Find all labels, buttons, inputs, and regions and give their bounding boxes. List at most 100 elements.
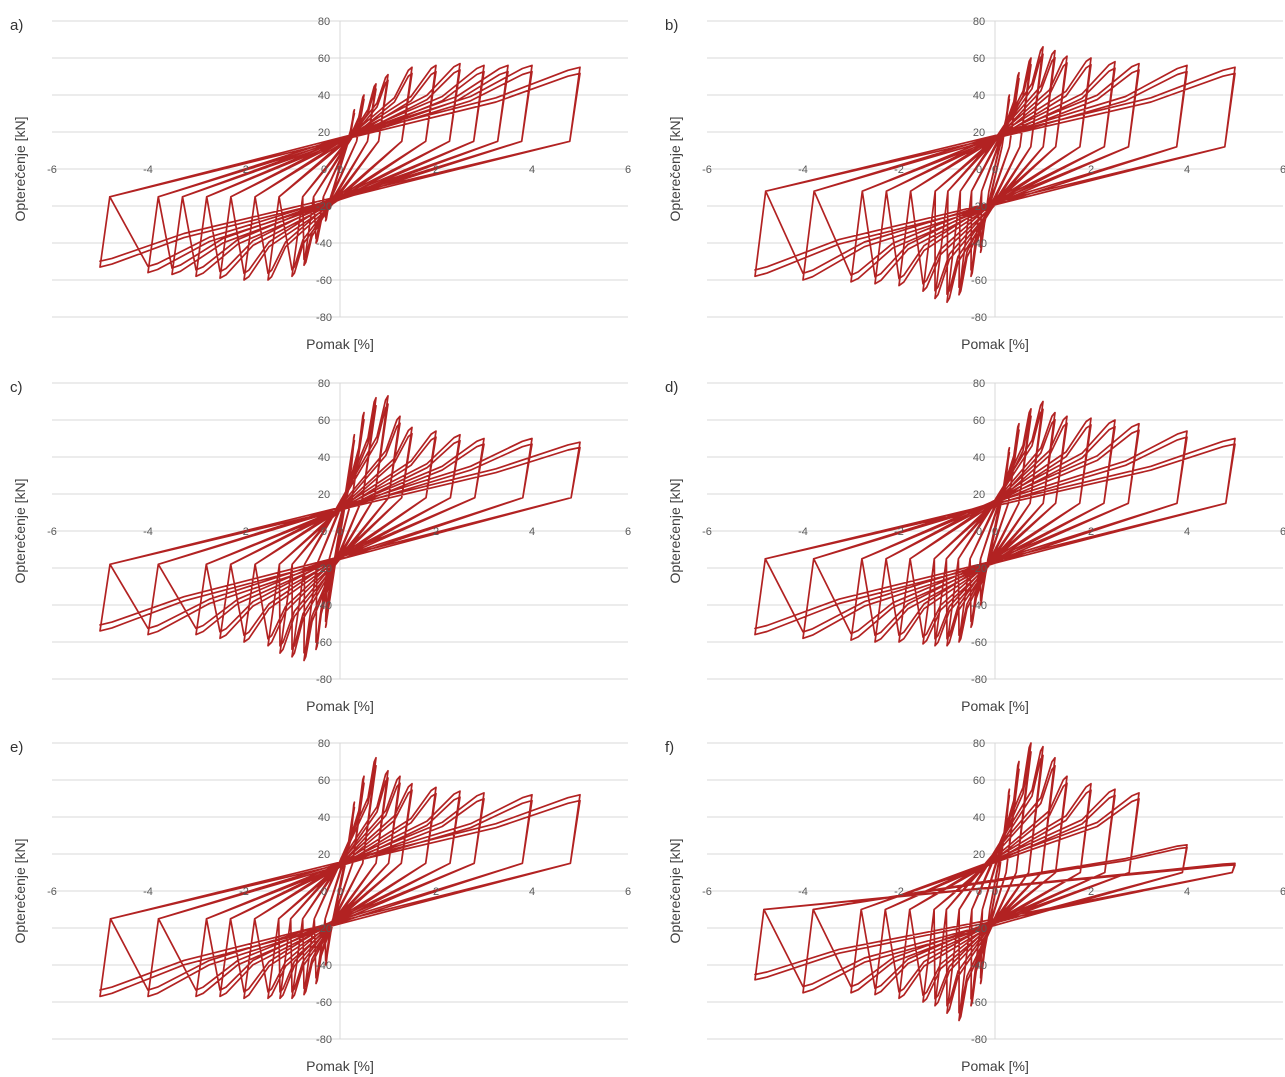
hysteresis-series (99, 756, 581, 1000)
panel-label: b) (665, 17, 678, 34)
y-tick-label: 80 (318, 738, 330, 750)
y-tick-label: 20 (318, 849, 330, 861)
y-tick-label: 40 (973, 452, 985, 464)
x-tick-label: 0 (992, 164, 998, 176)
y-tick-label: 20 (318, 489, 330, 501)
x-axis-title: Pomak [%] (306, 1058, 374, 1074)
x-tick-label: -6 (702, 526, 712, 538)
x-tick-label: -4 (143, 526, 153, 538)
y-tick-label: -60 (971, 275, 987, 287)
x-tick-label: -2 (239, 164, 249, 176)
x-tick-label: 0 (337, 526, 343, 538)
panel-label: c) (10, 379, 23, 396)
y-tick-label: -20 (971, 923, 987, 935)
x-tick-label: 0 (337, 886, 343, 898)
y-tick-label: -60 (971, 637, 987, 649)
x-tick-label: 2 (1088, 526, 1094, 538)
y-tick-label: 60 (318, 415, 330, 427)
x-tick-label: -2 (894, 164, 904, 176)
x-axis-title: Pomak [%] (961, 1058, 1029, 1074)
x-tick-label: 2 (1088, 164, 1094, 176)
y-tick-label: -60 (971, 997, 987, 1009)
y-tick-label: 80 (973, 16, 985, 28)
y-axis-title: Opterečenje [kN] (667, 116, 683, 221)
y-axis-title: Opterečenje [kN] (667, 838, 683, 943)
y-tick-label: 40 (973, 812, 985, 824)
y-tick-label: 60 (318, 775, 330, 787)
x-axis-title: Pomak [%] (961, 698, 1029, 714)
hysteresis-series (754, 400, 1236, 647)
x-tick-label: 4 (529, 886, 535, 898)
x-tick-label: -4 (798, 526, 808, 538)
x-tick-label: -2 (894, 886, 904, 898)
y-tick-label: 40 (318, 812, 330, 824)
y-tick-label: -80 (316, 312, 332, 324)
x-tick-label: -4 (798, 886, 808, 898)
y-tick-label: 80 (973, 738, 985, 750)
x-tick-label: 4 (1184, 164, 1190, 176)
y-tick-label: 40 (973, 90, 985, 102)
y-tick-label: -80 (316, 1034, 332, 1046)
y-tick-label: -20 (316, 201, 332, 213)
y-tick-label: 80 (973, 378, 985, 390)
y-tick-label: -20 (316, 923, 332, 935)
y-axis-title: Opterečenje [kN] (12, 838, 28, 943)
y-tick-label: 80 (318, 378, 330, 390)
hysteresis-series (754, 46, 1236, 304)
y-tick-label: -60 (316, 997, 332, 1009)
y-tick-label: -80 (316, 674, 332, 686)
y-axis-title: Opterečenje [kN] (667, 478, 683, 583)
hysteresis-series (99, 395, 581, 662)
x-tick-label: 4 (529, 164, 535, 176)
y-tick-label: 40 (318, 452, 330, 464)
chart-panel: c) -6 -4 -2 0 2 4 6 -80 -60 -40 -20 0 20 40 60 80 Pomak [… (0, 362, 640, 717)
x-tick-label: 0 (992, 526, 998, 538)
y-tick-label: -80 (971, 1034, 987, 1046)
x-tick-label: -6 (47, 526, 57, 538)
x-tick-label: 2 (433, 526, 439, 538)
x-tick-label: -6 (702, 886, 712, 898)
y-tick-label: 20 (318, 127, 330, 139)
chart-panel: d) -6 -4 -2 0 2 4 6 -80 -60 -40 -20 0 20 40 60 80 Pomak [… (655, 362, 1285, 717)
x-tick-label: 2 (1088, 886, 1094, 898)
y-tick-label: 20 (973, 489, 985, 501)
y-tick-label: -20 (971, 201, 987, 213)
y-tick-label: 60 (973, 775, 985, 787)
y-tick-label: -40 (316, 600, 332, 612)
y-tick-label: -40 (971, 238, 987, 250)
x-tick-label: 6 (1280, 526, 1285, 538)
y-tick-label: 0 (976, 886, 982, 898)
y-tick-label: 60 (973, 415, 985, 427)
y-tick-label: 0 (976, 164, 982, 176)
x-tick-label: 6 (1280, 164, 1285, 176)
x-tick-label: -2 (894, 526, 904, 538)
x-tick-label: 6 (1280, 886, 1285, 898)
panel-label: a) (10, 17, 23, 34)
x-tick-label: -2 (239, 886, 249, 898)
y-tick-label: -20 (316, 563, 332, 575)
panel-label: d) (665, 379, 678, 396)
x-tick-label: -4 (798, 164, 808, 176)
y-tick-label: 40 (318, 90, 330, 102)
y-tick-label: 20 (973, 849, 985, 861)
chart-panel: b) -6 -4 -2 0 2 4 6 -80 -60 -40 -20 0 20 40 60 80 Pomak [… (655, 0, 1285, 355)
x-tick-label: 4 (1184, 526, 1190, 538)
y-tick-label: -40 (316, 960, 332, 972)
x-tick-label: -6 (47, 886, 57, 898)
y-tick-label: 0 (321, 886, 327, 898)
x-tick-label: -4 (143, 164, 153, 176)
x-tick-label: 2 (433, 164, 439, 176)
chart-panel: e) -6 -4 -2 0 2 4 6 -80 -60 -40 -20 0 20 40 60 80 Pomak [… (0, 722, 640, 1077)
chart-panel: f) -6 -4 -2 0 2 4 6 -80 -60 -40 -20 0 20 40 60 80 Pomak [… (655, 722, 1285, 1077)
hysteresis-series (99, 62, 581, 281)
y-tick-label: -60 (316, 637, 332, 649)
x-tick-label: -2 (239, 526, 249, 538)
x-axis-title: Pomak [%] (306, 336, 374, 352)
y-tick-label: 20 (973, 127, 985, 139)
